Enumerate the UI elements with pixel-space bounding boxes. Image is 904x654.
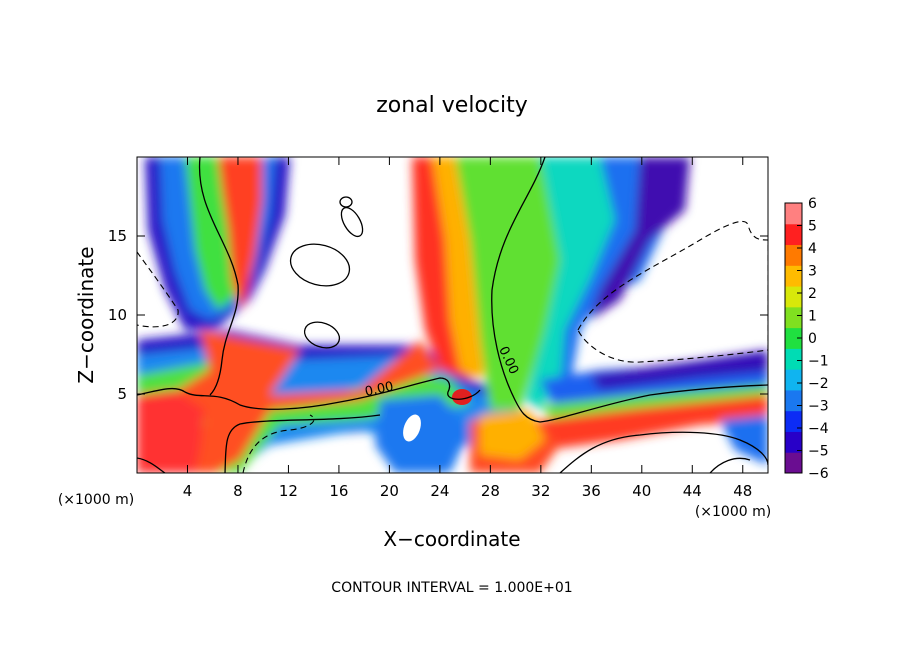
x-tick-label: 40 [632,482,651,500]
colorbar-label: −1 [808,354,829,370]
colorbar-label: 6 [808,196,817,212]
contour-interval-footer: CONTOUR INTERVAL = 1.000E+01 [331,580,572,596]
y-axis-label: Z−coordinate [74,246,98,383]
colorbar-label: −5 [808,444,829,460]
field-lower-center-orange [480,410,545,460]
colorbar-swatch [785,410,802,432]
x-tick-label: 12 [279,482,298,500]
colorbar-swatch [785,431,802,453]
colorbar-label: 3 [808,264,817,280]
contour-zero-band [137,377,481,410]
contour-oval-4 [339,196,353,208]
colorbar-label: 0 [808,331,817,347]
x-tick-label: 16 [329,482,348,500]
colorbar-swatch [785,348,802,370]
contour-lower-right-2 [709,457,751,473]
field-red-blob [452,389,472,405]
colorbar-label: 4 [808,241,817,257]
colorbar-label: −4 [808,421,829,437]
field-lower-left-red [137,390,205,473]
x-tick-label: 4 [183,482,193,500]
contour-lines [137,157,768,473]
x-axis-label: X−coordinate [383,527,520,551]
dashed-lower-left [242,414,315,473]
field-left-column-red [218,157,262,310]
colorbar-swatch [785,265,802,287]
colorbar-swatch [785,286,802,308]
colorbar-label: −6 [808,466,829,482]
field-lower-center-blue [375,395,470,473]
colorbar-label: 5 [808,219,817,235]
colorbar-swatch [785,244,802,266]
contour-lower-right [559,431,768,473]
x-tick-label: 36 [582,482,601,500]
field-lower-right-blue [720,415,768,465]
field-right-band-red [540,395,768,450]
field-plume-cyan [525,157,640,410]
field-lower-band-red [170,330,440,473]
x-tick-label: 48 [733,482,752,500]
colorbar-label: 1 [808,309,817,325]
dashed-left [137,251,179,328]
contour-label-1: 0.00 [364,379,395,400]
x-axis-ticks: 4 8 12 16 20 24 28 32 36 40 44 48 [183,157,752,500]
x-tick-label: 44 [683,482,702,500]
contour-oval-3 [340,206,364,238]
contour-zero-left [198,157,239,396]
field-plume-green [455,157,580,410]
colorbar-swatch [785,389,802,412]
colorbar-swatch [785,327,802,349]
colorbar-swatch [785,223,802,246]
y-tick-label: 5 [117,385,127,403]
contour-zero-lower [224,414,381,473]
chart-title: zonal velocity [376,93,528,118]
x-unit-right: (×1000 m) [695,504,771,520]
field-right-band-purple [590,350,768,390]
contour-dashed [137,220,768,473]
y-tick-label: 10 [108,306,127,324]
colorbar-label: 2 [808,286,817,302]
x-tick-label: 8 [233,482,243,500]
contour-lower-left [137,457,166,473]
velocity-field: 0.00 0.00 [137,157,768,473]
contour-oval-1 [289,243,351,287]
colorbar: 6 5 4 3 2 1 0 −1 −2 −3 −4 −5 −6 [784,196,829,482]
x-tick-label: 20 [380,482,399,500]
contour-zero-plume [491,157,768,423]
field-white-blob [403,414,421,442]
colorbar-swatch [785,203,802,225]
colorbar-swatch [785,452,802,474]
y-tick-label: 15 [108,227,127,245]
dashed-upper-right [577,220,768,363]
field-plume-purple [590,157,690,320]
y-axis-ticks: 5 10 15 [108,227,768,403]
x-unit-left: (×1000 m) [58,492,134,508]
colorbar-swatch [785,369,802,391]
x-tick-label: 28 [481,482,500,500]
colorbar-swatch [785,306,802,329]
x-tick-label: 32 [531,482,550,500]
x-tick-label: 24 [430,482,449,500]
contour-oval-2 [303,321,341,349]
colorbar-label: −3 [808,399,829,415]
colorbar-label: −2 [808,376,829,392]
